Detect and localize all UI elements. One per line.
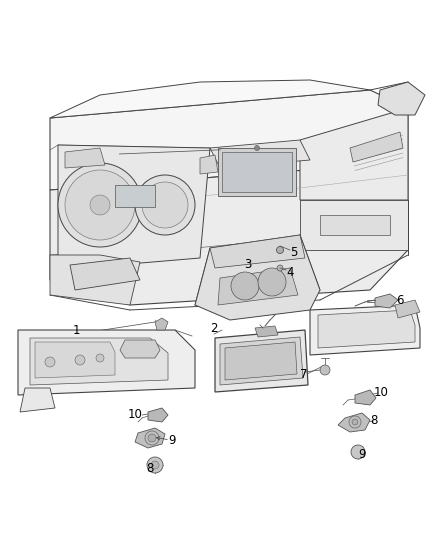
Bar [222, 152, 292, 192]
Polygon shape [50, 155, 408, 305]
Circle shape [254, 146, 259, 150]
Bar [320, 215, 390, 235]
Circle shape [258, 268, 286, 296]
Circle shape [231, 272, 259, 300]
Text: 9: 9 [358, 448, 366, 462]
Text: 5: 5 [290, 246, 298, 259]
Circle shape [135, 175, 195, 235]
Polygon shape [65, 148, 105, 168]
Bar [218, 148, 296, 196]
Text: 9: 9 [168, 433, 176, 447]
Circle shape [276, 246, 283, 254]
Text: 6: 6 [396, 294, 404, 306]
Circle shape [65, 170, 135, 240]
Polygon shape [218, 268, 298, 305]
Polygon shape [300, 108, 408, 200]
Polygon shape [338, 413, 370, 432]
Text: 7: 7 [300, 367, 308, 381]
Polygon shape [58, 145, 210, 270]
Text: 1: 1 [72, 325, 80, 337]
Polygon shape [30, 338, 168, 385]
Polygon shape [70, 258, 140, 290]
Text: 8: 8 [146, 462, 154, 474]
Polygon shape [120, 340, 160, 358]
Polygon shape [310, 305, 420, 355]
Polygon shape [18, 330, 195, 395]
Polygon shape [220, 337, 303, 385]
Polygon shape [20, 388, 55, 412]
Polygon shape [255, 326, 278, 337]
Polygon shape [300, 200, 408, 250]
Text: 3: 3 [244, 257, 252, 271]
Polygon shape [195, 235, 320, 320]
Circle shape [352, 419, 358, 425]
Polygon shape [395, 300, 420, 318]
Polygon shape [210, 140, 310, 168]
Polygon shape [50, 90, 408, 190]
Circle shape [90, 195, 110, 215]
Circle shape [75, 355, 85, 365]
Polygon shape [50, 255, 140, 305]
Bar [115, 185, 155, 207]
Text: 2: 2 [210, 321, 218, 335]
Circle shape [151, 461, 159, 469]
Polygon shape [200, 155, 218, 174]
Polygon shape [35, 342, 115, 378]
Polygon shape [215, 330, 308, 392]
Polygon shape [378, 82, 425, 115]
Text: 10: 10 [374, 385, 389, 399]
Circle shape [147, 457, 163, 473]
Circle shape [96, 354, 104, 362]
Polygon shape [375, 294, 398, 308]
Polygon shape [355, 390, 376, 405]
Polygon shape [155, 318, 168, 330]
Polygon shape [350, 132, 403, 162]
Circle shape [45, 357, 55, 367]
Polygon shape [50, 80, 370, 118]
Circle shape [148, 434, 156, 442]
Text: 8: 8 [370, 414, 378, 426]
Text: 10: 10 [127, 408, 142, 422]
Polygon shape [318, 310, 415, 348]
Polygon shape [148, 408, 168, 422]
Circle shape [320, 365, 330, 375]
Text: 4: 4 [286, 265, 294, 279]
Circle shape [351, 445, 365, 459]
Polygon shape [225, 342, 297, 380]
Circle shape [58, 163, 142, 247]
Polygon shape [210, 235, 305, 268]
Polygon shape [135, 428, 165, 448]
Circle shape [142, 182, 188, 228]
Circle shape [277, 265, 283, 271]
